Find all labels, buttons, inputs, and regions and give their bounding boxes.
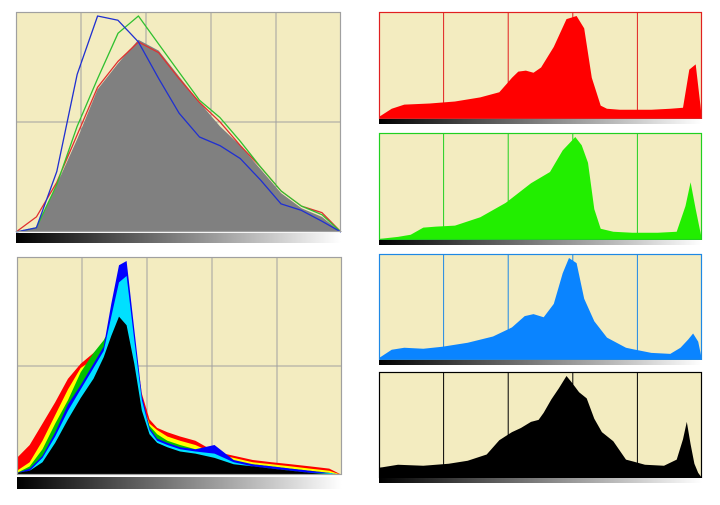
chart-red-channel [378,11,703,124]
plot-frame [378,11,703,120]
plot-frame [16,256,343,476]
tone-gradient-bar [379,240,702,245]
histogram-area [379,16,702,119]
tone-gradient-bar [17,477,342,489]
tone-gradient-bar [16,233,341,243]
plot-frame [378,132,703,241]
chart-blue-channel [378,253,703,365]
chart-stacked-channels [16,256,343,489]
histogram-area [379,137,702,240]
histogram-series-0 [16,39,341,232]
plot-frame [378,253,703,361]
tone-gradient-bar [379,119,702,124]
histogram-series-2 [15,15,342,233]
chart-green-channel [378,132,703,245]
histogram-area [379,258,702,360]
plot-frame [15,11,342,233]
histogram-series-3 [15,15,342,233]
chart-combined-overlay [15,11,342,243]
tone-gradient-bar [379,360,702,365]
histogram-series-5 [17,316,342,475]
plot-frame [378,371,703,479]
histogram-area [379,376,702,478]
chart-luminosity-channel [378,371,703,483]
tone-gradient-bar [379,478,702,483]
